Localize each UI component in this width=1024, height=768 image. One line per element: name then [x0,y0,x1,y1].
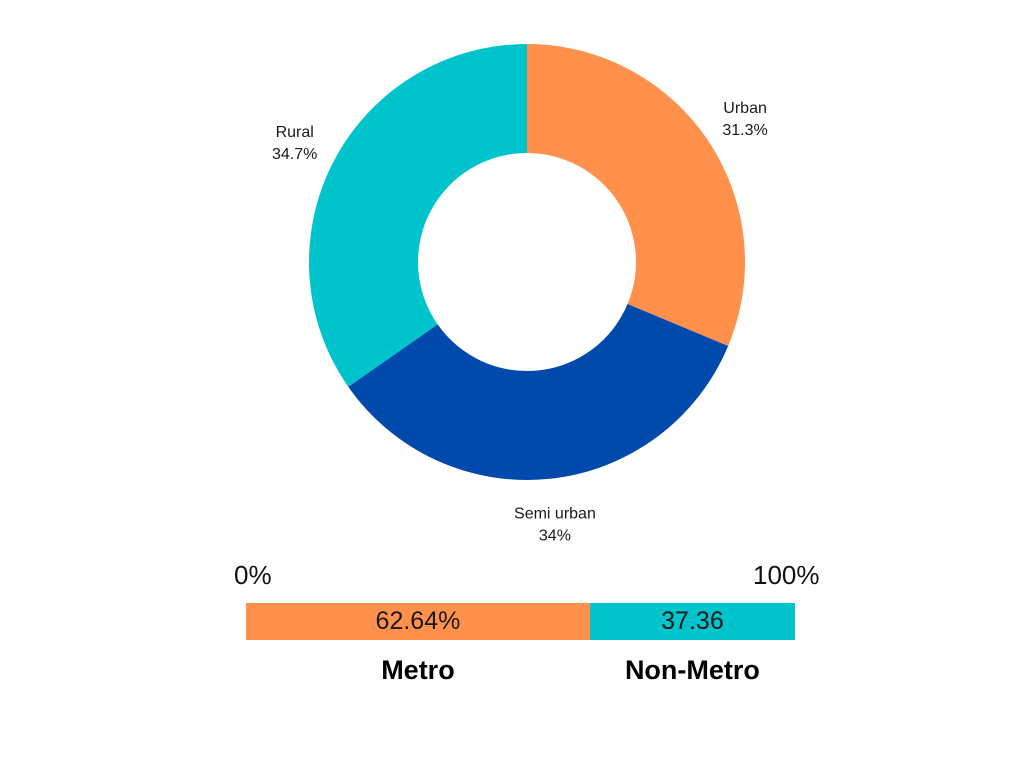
donut-label-urban: Urban 31.3% [722,100,767,139]
donut-slice-urban [527,44,745,347]
donut-label-value: 34% [539,528,571,545]
donut-slice-semi-urban [348,304,729,480]
donut-slice-rural [309,43,527,387]
bar-segment-non-metro: 37.36 [589,603,795,640]
donut-chart: Urban 31.3% Semi urban 34% Rural 34.7% [272,43,768,545]
donut-labels: Urban 31.3% Semi urban 34% Rural 34.7% [272,100,768,545]
donut-slices [309,43,745,480]
bar-axis-max-label: 100% [753,560,820,590]
donut-label-name: Semi urban [514,506,596,523]
bar-segment-non-metro-name: Non-Metro [624,655,760,685]
bar-segment-metro-name: Metro [381,655,455,685]
donut-label-name: Rural [276,124,314,141]
bar-segment-metro: 62.64% [246,603,590,640]
donut-label-value: 31.3% [722,122,767,139]
bar-segment-metro-value: 62.64% [375,607,461,635]
bar-segment-non-metro-value: 37.36 [661,607,724,635]
donut-label-semi-urban: Semi urban 34% [514,506,596,545]
bar-axis-min-label: 0% [234,560,272,590]
stacked-bar: 62.64% 37.36 [246,603,795,640]
donut-label-name: Urban [723,100,767,117]
donut-label-rural: Rural 34.7% [272,124,317,163]
donut-label-value: 34.7% [272,146,317,163]
